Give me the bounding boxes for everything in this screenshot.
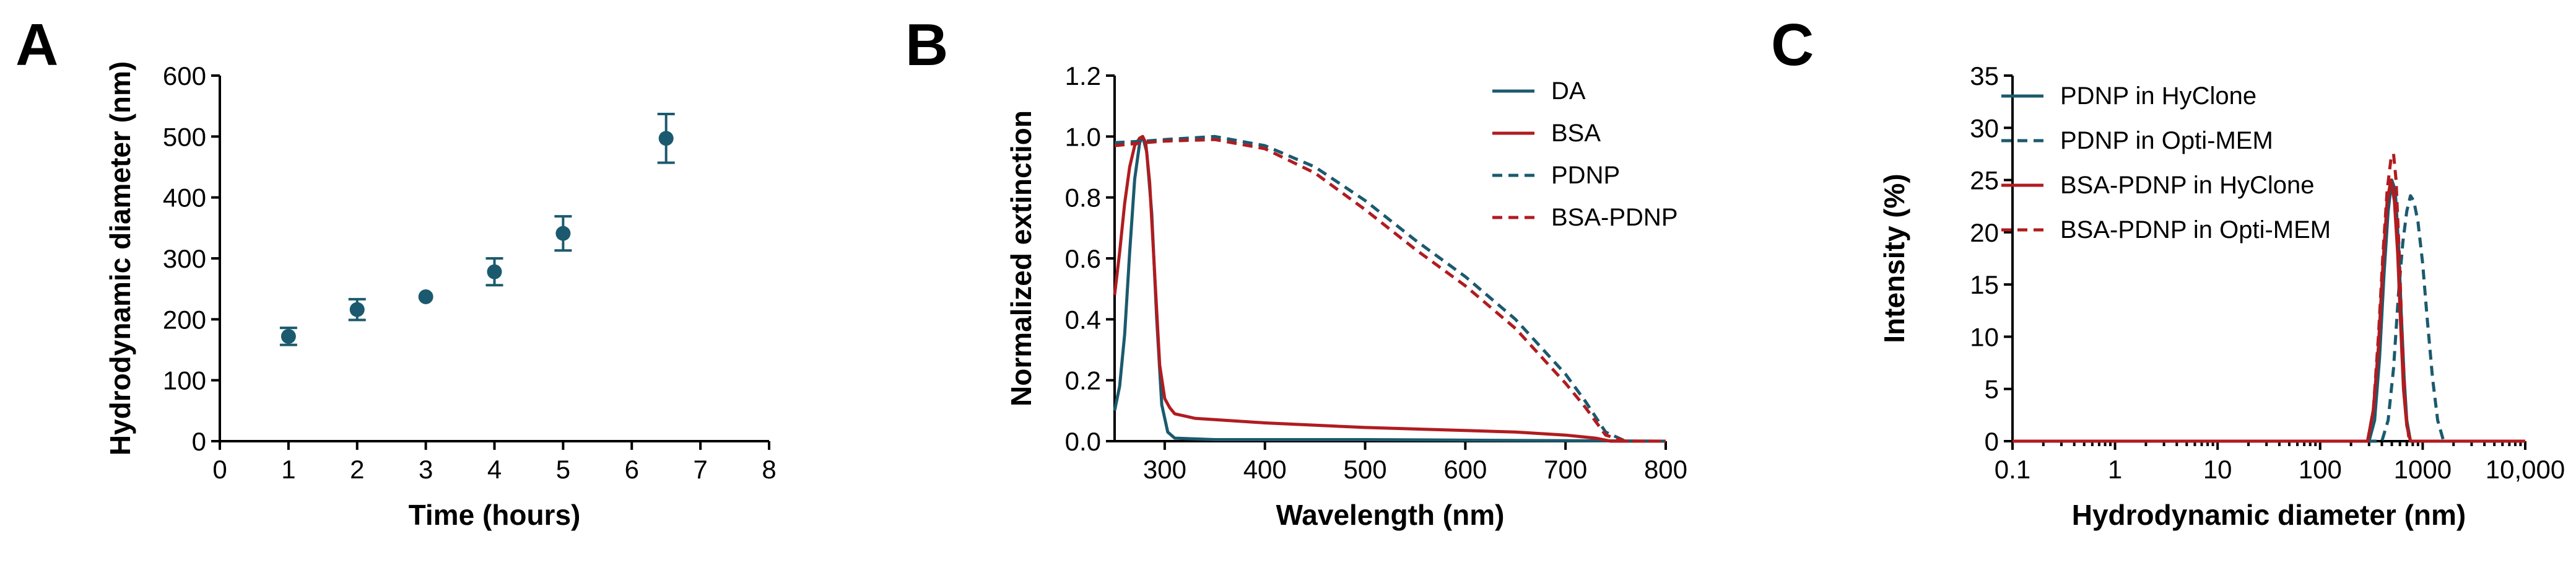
legend-label-c: BSA-PDNP in HyClone	[2060, 172, 2315, 199]
y-tick-label-c: 25	[1970, 166, 1999, 195]
y-tick-label-c: 20	[1970, 218, 1999, 247]
y-tick-label-a: 100	[163, 366, 206, 395]
y-axis-title-a: Hydrodynamic diameter (nm)	[104, 61, 136, 455]
legend-label-c: PDNP in Opti-MEM	[2060, 127, 2273, 154]
panel-letter-b: B	[905, 12, 948, 78]
panel-letter-c: C	[1771, 12, 1814, 78]
x-tick-label-a: 1	[281, 455, 295, 484]
series-line-b-bsa-pdnp	[1114, 138, 1666, 443]
x-tick-label-a: 8	[762, 455, 776, 484]
y-tick-label-a: 0	[192, 427, 206, 456]
chart-panel-b: 300 400 500 600 700 800 0.0 0.2 0.4 0.6 0.8 1.0 1.2 W…	[1005, 61, 1687, 531]
x-tick-label-b: 700	[1544, 455, 1587, 484]
panel-letter-a: A	[15, 12, 58, 78]
series-line-c-bsa-pdnp-in-opti-mem	[2012, 152, 2525, 443]
data-point-a	[349, 302, 365, 317]
x-tick-label-c: 100	[2299, 455, 2342, 484]
x-tick-label-a: 7	[693, 455, 707, 484]
x-tick-label-b: 500	[1344, 455, 1387, 484]
data-point-a	[658, 131, 674, 146]
x-tick-label-c: 10,000	[2486, 455, 2565, 484]
legend-label-c: BSA-PDNP in Opti-MEM	[2060, 216, 2331, 244]
x-axis-title-a: Time (hours)	[409, 499, 581, 531]
data-point-a	[487, 264, 502, 279]
series-line-b-bsa	[1113, 134, 1666, 443]
y-tick-label-b: 0.8	[1065, 183, 1101, 213]
legend-label-b: PDNP	[1551, 162, 1620, 189]
x-tick-label-b: 800	[1644, 455, 1687, 484]
chart-panel-c: 0.1 1 10 100 1000 10,000 0 5 10 15 20 25 30 35 Hydrody…	[1878, 61, 2565, 531]
y-tick-label-c: 10	[1970, 322, 1999, 351]
y-tick-label-a: 400	[163, 183, 206, 213]
y-tick-label-b: 0.4	[1065, 305, 1101, 334]
y-axis-title-b: Normalized extinction	[1005, 110, 1037, 406]
y-tick-label-b: 0.2	[1065, 366, 1101, 395]
data-point-a	[418, 289, 433, 304]
x-tick-label-c: 1	[2108, 455, 2122, 484]
y-tick-label-b: 0.0	[1065, 427, 1101, 456]
y-tick-label-c: 30	[1970, 113, 1999, 143]
x-axis-title-b: Wavelength (nm)	[1276, 499, 1505, 531]
x-tick-label-b: 400	[1243, 455, 1287, 484]
y-tick-label-b: 1.0	[1065, 122, 1101, 151]
y-axis-title-c: Intensity (%)	[1878, 173, 1910, 343]
chart-panel-a: 0 1 2 3 4 5 6 7 8 0 100 200 300 400 500 600 Time (hours)…	[104, 61, 777, 531]
y-tick-label-a: 200	[163, 305, 206, 334]
y-tick-label-a: 600	[163, 61, 206, 90]
legend-label-b: BSA	[1551, 120, 1601, 147]
x-tick-label-c: 0.1	[1995, 455, 2030, 484]
x-axis-title-c: Hydrodynamic diameter (nm)	[2072, 499, 2466, 531]
x-tick-label-a: 6	[625, 455, 639, 484]
legend-label-b: BSA-PDNP	[1551, 204, 1678, 231]
x-tick-label-a: 2	[350, 455, 364, 484]
x-tick-label-a: 4	[487, 455, 502, 484]
series-line-c-pdnp-in-opti-mem	[2012, 194, 2525, 443]
x-tick-label-a: 5	[556, 455, 570, 484]
y-tick-label-c: 15	[1970, 270, 1999, 299]
y-tick-label-a: 300	[163, 244, 206, 273]
y-tick-label-b: 0.6	[1065, 244, 1101, 273]
x-tick-label-a: 3	[419, 455, 433, 484]
legend-label-b: DA	[1551, 77, 1586, 105]
series-line-b-pdnp	[1114, 134, 1666, 443]
legend-label-c: PDNP in HyClone	[2060, 82, 2256, 110]
x-tick-label-c: 10	[2203, 455, 2232, 484]
x-tick-label-b: 300	[1143, 455, 1186, 484]
x-tick-label-b: 600	[1443, 455, 1487, 484]
y-tick-label-c: 5	[1985, 375, 1999, 404]
y-tick-label-c: 0	[1985, 427, 1999, 456]
data-point-a	[555, 226, 571, 241]
y-tick-label-a: 500	[163, 122, 206, 151]
data-point-a	[281, 328, 296, 344]
x-tick-label-c: 1000	[2394, 455, 2452, 484]
y-tick-label-b: 1.2	[1065, 61, 1101, 90]
y-tick-label-c: 35	[1970, 61, 1999, 90]
x-tick-label-a: 0	[212, 455, 227, 484]
